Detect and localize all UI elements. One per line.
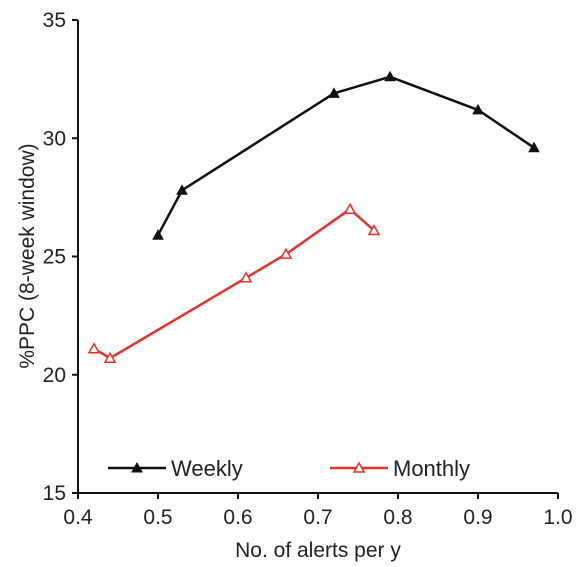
data-point-monthly-0 xyxy=(87,342,101,354)
data-point-weekly-4 xyxy=(472,103,484,115)
data-point-monthly-4 xyxy=(343,202,357,214)
data-point-weekly-2 xyxy=(328,87,340,98)
data-point-monthly-2 xyxy=(239,271,253,283)
data-point-weekly-1 xyxy=(176,184,188,195)
x-tick-label-0-9: 0.9 xyxy=(463,506,492,529)
x-axis-ticks: 0.4 0.5 0.6 0.7 0.8 0.9 1.0 xyxy=(63,493,573,529)
data-point-weekly-0 xyxy=(152,229,164,240)
x-tick-label-0-7: 0.7 xyxy=(303,506,332,529)
legend-label-weekly: Weekly xyxy=(171,456,243,481)
data-point-monthly-5 xyxy=(367,223,381,236)
legend-item-weekly: Weekly xyxy=(108,456,243,481)
legend-item-monthly: Monthly xyxy=(330,456,470,481)
x-tick-label-1-0: 1.0 xyxy=(543,506,572,529)
x-axis-title: No. of alerts per y xyxy=(235,539,401,562)
y-tick-label-15: 15 xyxy=(43,482,66,505)
data-point-monthly-1 xyxy=(103,351,117,363)
axes xyxy=(77,20,558,494)
x-tick-label-0-4: 0.4 xyxy=(63,506,93,529)
legend-marker-weekly xyxy=(131,461,143,473)
y-tick-label-35: 35 xyxy=(43,9,66,32)
x-tick-label-0-6: 0.6 xyxy=(223,506,252,529)
y-axis-ticks: 15 20 25 30 35 xyxy=(43,9,78,505)
data-point-weekly-3 xyxy=(384,70,396,82)
legend: Weekly Monthly xyxy=(108,456,470,481)
data-point-monthly-3 xyxy=(279,247,293,259)
data-point-weekly-5 xyxy=(528,141,540,153)
x-tick-label-0-8: 0.8 xyxy=(383,506,412,529)
series-weekly xyxy=(152,70,540,240)
series-monthly xyxy=(87,202,381,363)
x-tick-label-0-5: 0.5 xyxy=(143,506,172,529)
y-axis-title: %PPC (8-week window) xyxy=(16,143,39,368)
legend-marker-monthly xyxy=(352,461,366,473)
series-line-monthly xyxy=(93,207,375,360)
y-tick-label-30: 30 xyxy=(43,127,66,150)
legend-label-monthly: Monthly xyxy=(393,456,470,481)
y-tick-label-25: 25 xyxy=(43,246,66,269)
series-layer xyxy=(87,70,540,363)
series-line-weekly xyxy=(156,75,535,236)
y-tick-label-20: 20 xyxy=(43,364,66,387)
